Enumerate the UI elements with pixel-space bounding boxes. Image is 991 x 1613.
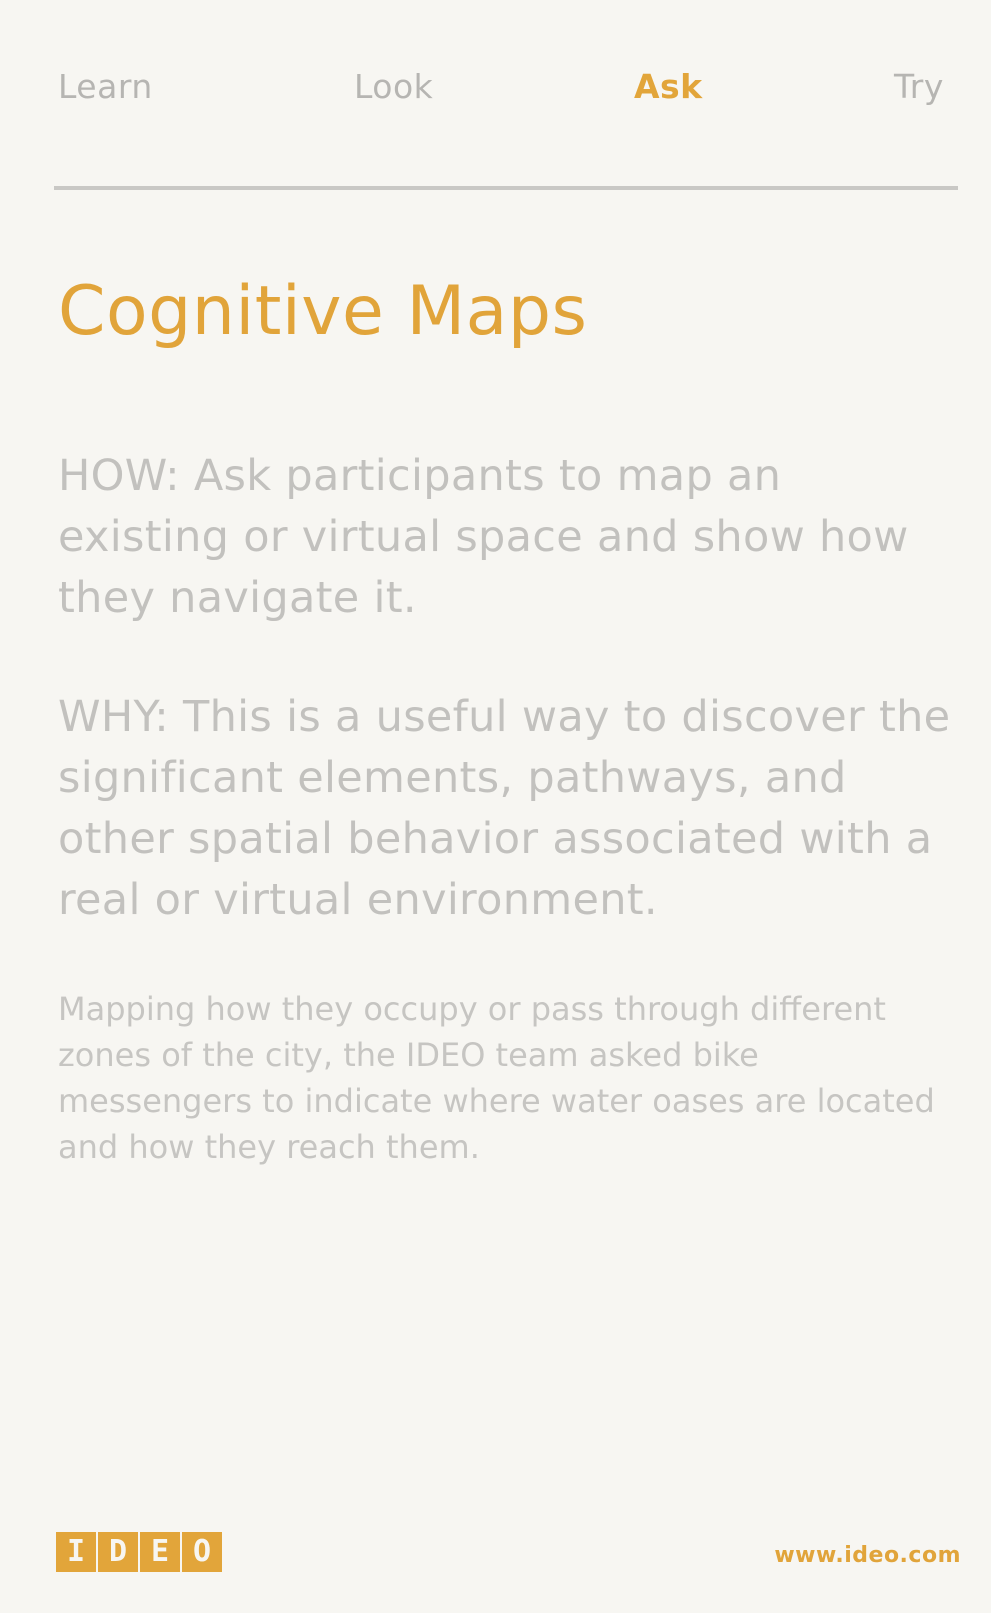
logo-letter-o: O bbox=[182, 1532, 222, 1572]
tab-try[interactable]: Try bbox=[894, 67, 944, 106]
card-title: Cognitive Maps bbox=[58, 272, 588, 351]
logo-letter-d: D bbox=[98, 1532, 138, 1572]
tab-learn[interactable]: Learn bbox=[58, 67, 153, 106]
category-tabs: Learn Look Ask Try bbox=[58, 62, 958, 112]
logo-letter-i: I bbox=[56, 1532, 96, 1572]
tab-look[interactable]: Look bbox=[354, 67, 434, 106]
tab-ask[interactable]: Ask bbox=[634, 67, 703, 106]
ideo-logo: I D E O bbox=[56, 1532, 224, 1572]
example-description: Mapping how they occupy or pass through … bbox=[58, 990, 935, 1166]
logo-letter-e: E bbox=[140, 1532, 180, 1572]
website-url: www.ideo.com bbox=[774, 1543, 961, 1568]
why-description: WHY: This is a useful way to discover th… bbox=[58, 692, 951, 925]
header-divider bbox=[54, 186, 958, 190]
how-description: HOW: Ask participants to map an existing… bbox=[58, 451, 909, 623]
